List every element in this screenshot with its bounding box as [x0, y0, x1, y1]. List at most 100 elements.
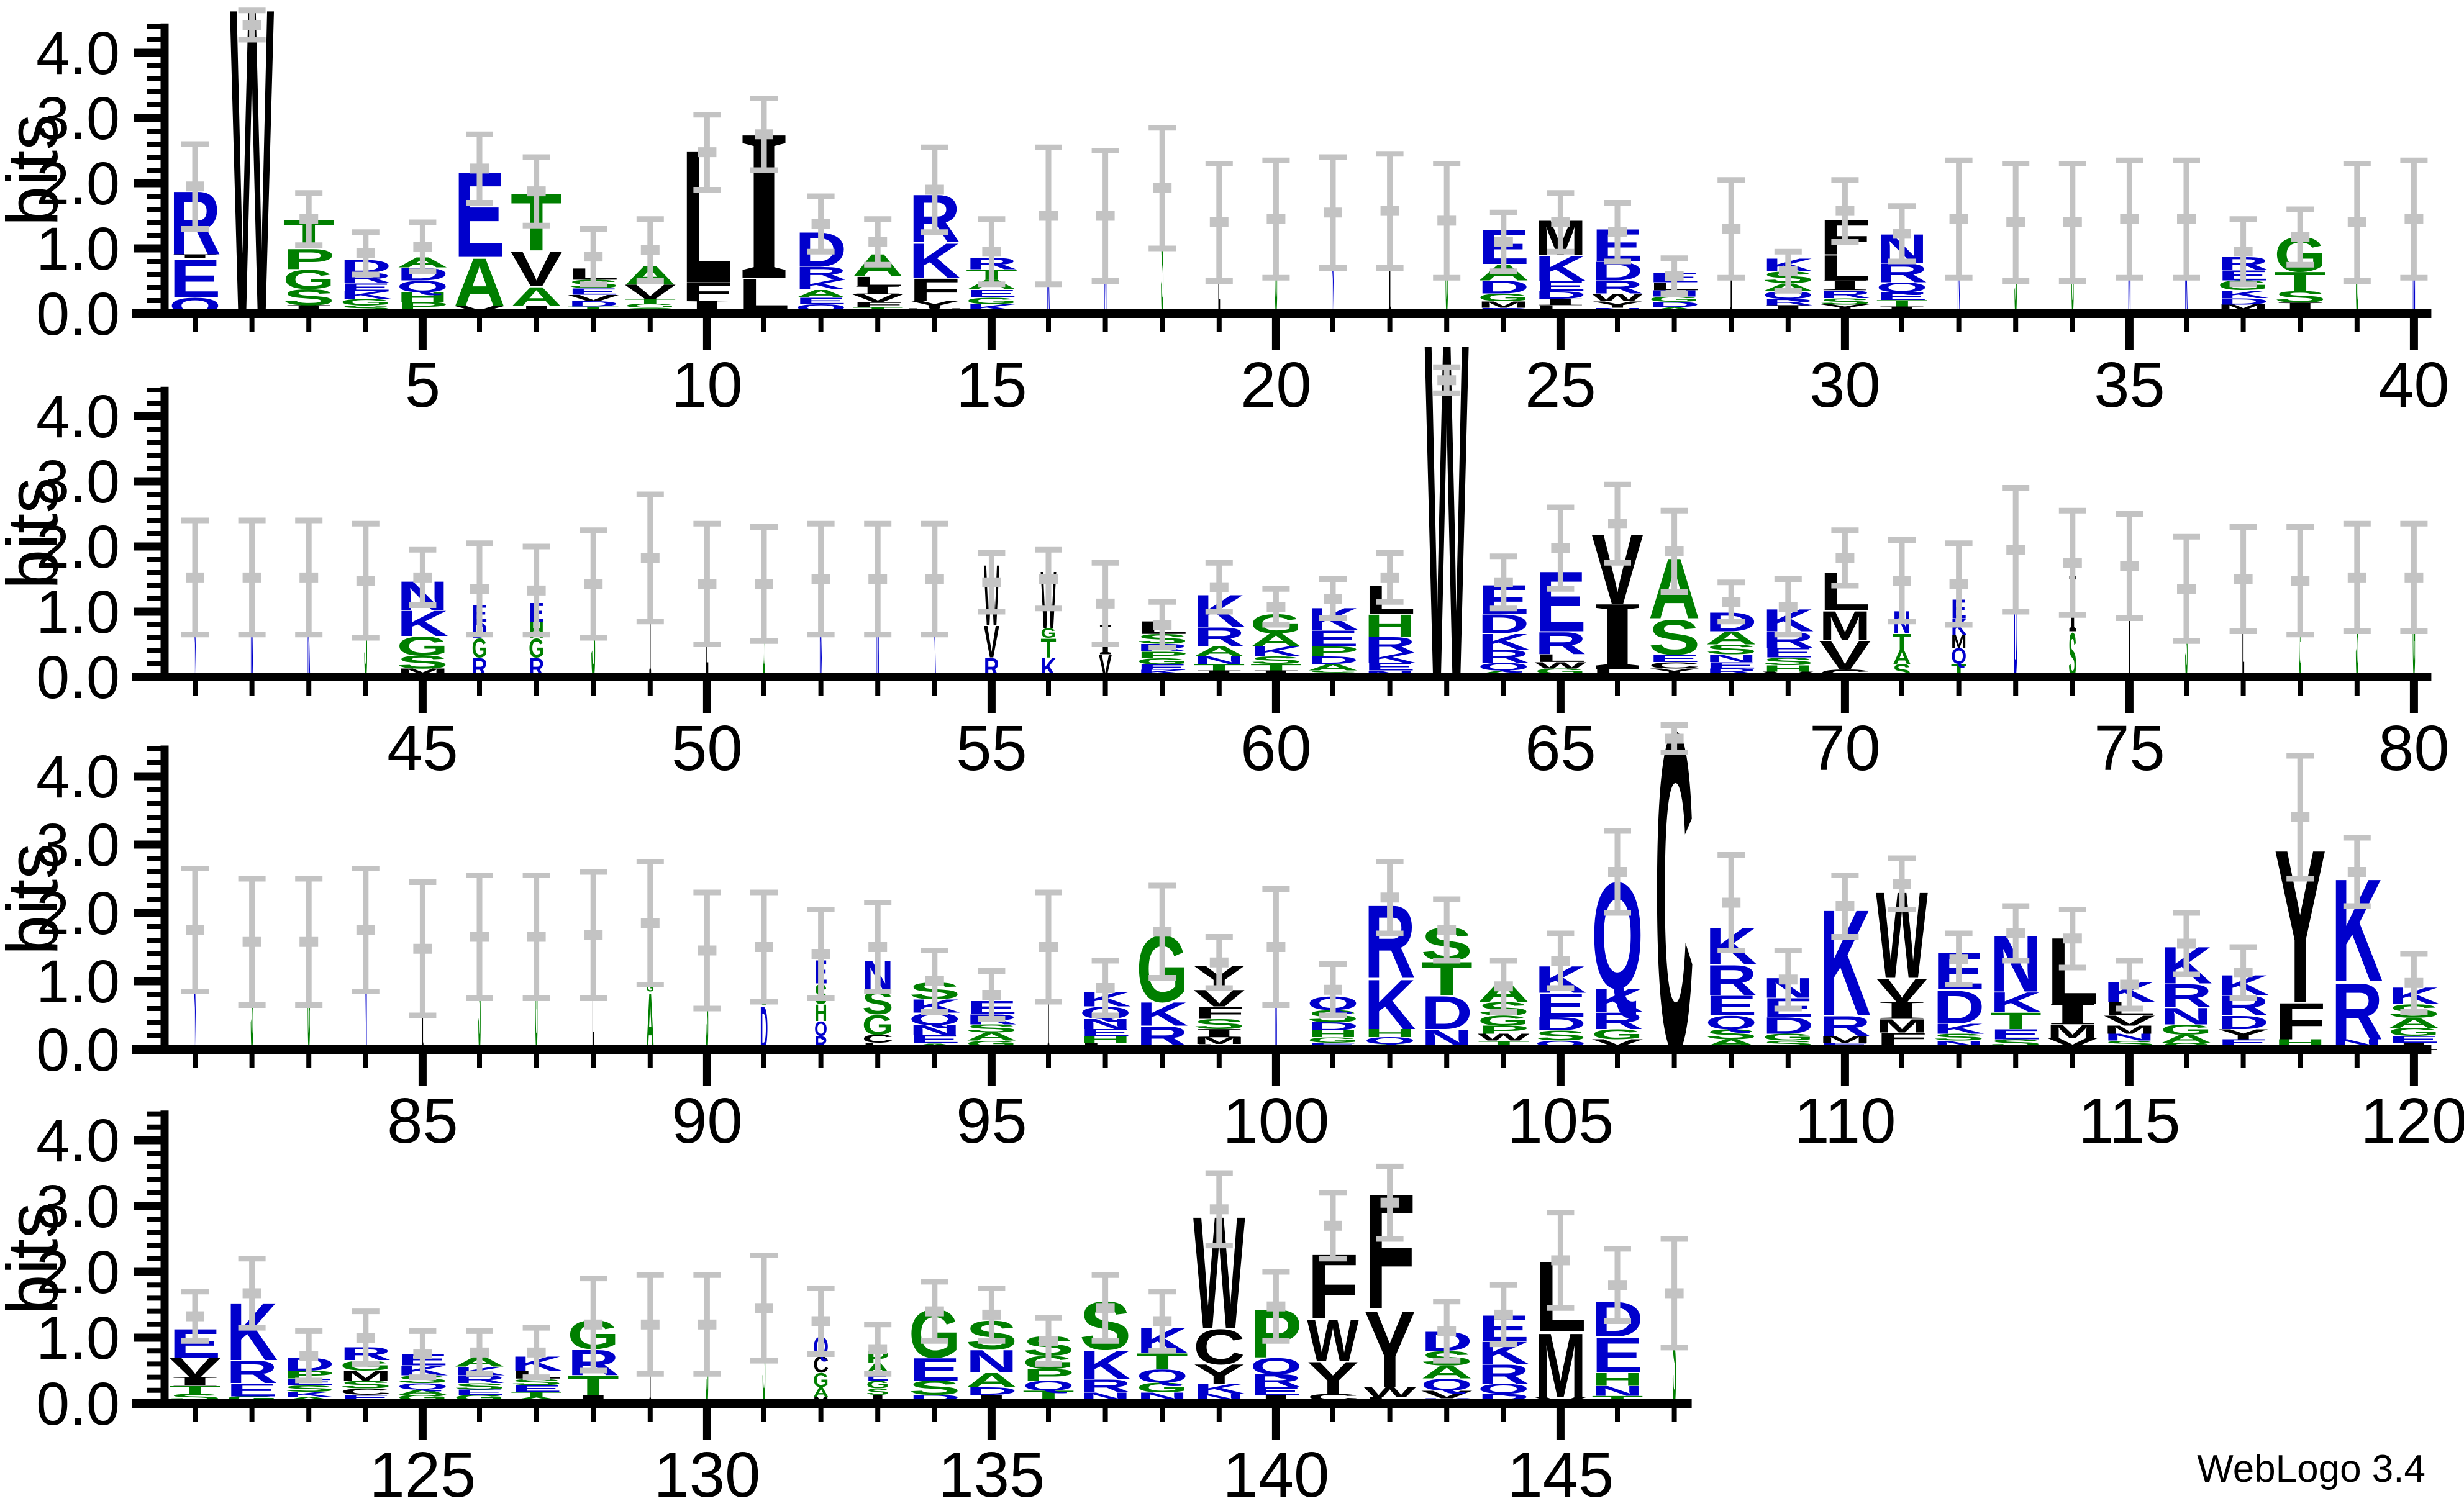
svg-text:H: H: [397, 289, 449, 304]
svg-text:75: 75: [2094, 712, 2165, 784]
svg-text:K: K: [1136, 669, 1188, 675]
svg-text:M: M: [1876, 1015, 1928, 1036]
svg-text:E: E: [1535, 279, 1586, 294]
svg-text:3.0: 3.0: [36, 1172, 120, 1240]
svg-text:R: R: [1762, 297, 1814, 307]
svg-text:R: R: [1591, 1008, 1643, 1035]
svg-text:V: V: [511, 242, 563, 297]
svg-text:T: T: [169, 1384, 221, 1396]
svg-text:F: F: [1193, 1004, 1245, 1023]
error-bars: [181, 364, 2428, 651]
svg-text:N: N: [2160, 1003, 2212, 1030]
svg-text:G: G: [340, 297, 391, 307]
svg-text:M: M: [340, 1368, 392, 1384]
svg-text:S: S: [1705, 1027, 1757, 1042]
svg-text:L: L: [1080, 1042, 1132, 1048]
svg-text:G: G: [397, 631, 449, 661]
svg-text:N: N: [1591, 1383, 1643, 1399]
svg-text:130: 130: [653, 1439, 760, 1501]
svg-text:D: D: [1933, 981, 1985, 1034]
svg-text:60: 60: [1240, 712, 1312, 784]
svg-text:M: M: [1819, 1034, 1871, 1045]
svg-text:K: K: [340, 289, 392, 301]
svg-text:bits: bits: [0, 114, 73, 227]
svg-text:A: A: [511, 281, 563, 312]
svg-text:S: S: [1648, 610, 1701, 665]
svg-text:I: I: [1591, 581, 1643, 691]
svg-text:N: N: [909, 1022, 961, 1038]
svg-text:G: G: [813, 1369, 829, 1391]
svg-text:85: 85: [387, 1085, 458, 1156]
svg-text:E: E: [511, 1384, 563, 1394]
svg-text:W: W: [1478, 1032, 1530, 1043]
svg-text:R: R: [1478, 646, 1530, 667]
svg-text:H: H: [1364, 1027, 1416, 1040]
svg-text:0.0: 0.0: [36, 1370, 120, 1438]
svg-text:I: I: [1193, 669, 1245, 675]
svg-text:F: F: [909, 272, 961, 307]
svg-text:R: R: [1080, 1376, 1132, 1396]
svg-text:I: I: [1535, 296, 1587, 307]
svg-text:E: E: [1876, 290, 1928, 302]
svg-text:N: N: [1705, 652, 1757, 664]
svg-text:E: E: [169, 248, 221, 309]
svg-text:125: 125: [369, 1439, 476, 1501]
svg-text:N: N: [1080, 1016, 1132, 1032]
svg-text:E: E: [1705, 660, 1757, 670]
svg-text:A: A: [283, 1396, 335, 1401]
svg-text:A: A: [1193, 644, 1245, 659]
svg-text:H: H: [1762, 664, 1814, 674]
svg-text:Y: Y: [909, 299, 961, 311]
svg-text:A: A: [795, 288, 847, 300]
svg-text:0.0: 0.0: [36, 1016, 120, 1084]
svg-text:L: L: [852, 274, 904, 289]
svg-text:A: A: [1648, 306, 1701, 311]
svg-text:I: I: [2047, 997, 2099, 1032]
svg-text:R: R: [1250, 1371, 1302, 1391]
svg-text:S: S: [1933, 1032, 1985, 1043]
svg-text:M: M: [2047, 1021, 2099, 1042]
svg-text:E: E: [1591, 1328, 1643, 1384]
svg-text:R: R: [1819, 1010, 1871, 1042]
svg-text:K: K: [1535, 248, 1587, 289]
svg-text:G: G: [529, 633, 544, 664]
svg-text:I: I: [1819, 277, 1871, 293]
svg-text:4.0: 4.0: [36, 743, 120, 810]
svg-text:S: S: [966, 1022, 1018, 1035]
svg-text:A: A: [1705, 628, 1757, 648]
svg-text:P: P: [283, 243, 335, 276]
svg-text:Y: Y: [1819, 303, 1871, 311]
svg-text:E: E: [966, 288, 1018, 300]
svg-text:Q: Q: [397, 1382, 448, 1392]
svg-text:A: A: [397, 1389, 449, 1397]
svg-text:Q: Q: [1250, 1353, 1302, 1379]
svg-text:M: M: [2104, 1023, 2155, 1036]
svg-text:E: E: [1307, 626, 1359, 651]
svg-text:G: G: [1136, 656, 1188, 666]
svg-text:T: T: [1022, 1389, 1075, 1401]
svg-text:5: 5: [405, 349, 440, 420]
svg-text:A: A: [1421, 1362, 1473, 1382]
svg-text:E: E: [909, 1352, 961, 1388]
svg-text:K: K: [2217, 288, 2270, 301]
letter-stacks: KSTIVESGERKGAKSEPDAECSMGRDGAQSKETGESRKAG…: [169, 1159, 1676, 1436]
svg-text:M: M: [1478, 300, 1530, 310]
svg-text:G: G: [2160, 1022, 2212, 1037]
svg-text:145: 145: [1507, 1439, 1614, 1501]
svg-text:G: G: [1648, 296, 1700, 304]
svg-text:T: T: [2274, 266, 2326, 297]
svg-text:65: 65: [1525, 712, 1596, 784]
svg-text:S: S: [283, 1384, 335, 1394]
logo-row-4: KSTIVESGERKGAKSEPDAECSMGRDGAQSKETGESRKAG…: [0, 1107, 1692, 1501]
svg-text:140: 140: [1222, 1439, 1329, 1501]
svg-text:D: D: [2217, 296, 2270, 306]
svg-text:70: 70: [1809, 712, 1881, 784]
svg-text:A: A: [1478, 669, 1530, 674]
svg-text:G: G: [2388, 1026, 2440, 1038]
svg-text:80: 80: [2378, 712, 2450, 784]
svg-text:T: T: [1876, 298, 1928, 308]
svg-text:F: F: [1876, 1030, 1928, 1046]
svg-text:S: S: [283, 285, 335, 311]
svg-text:R: R: [2160, 977, 2212, 1015]
svg-text:20: 20: [1240, 349, 1312, 420]
